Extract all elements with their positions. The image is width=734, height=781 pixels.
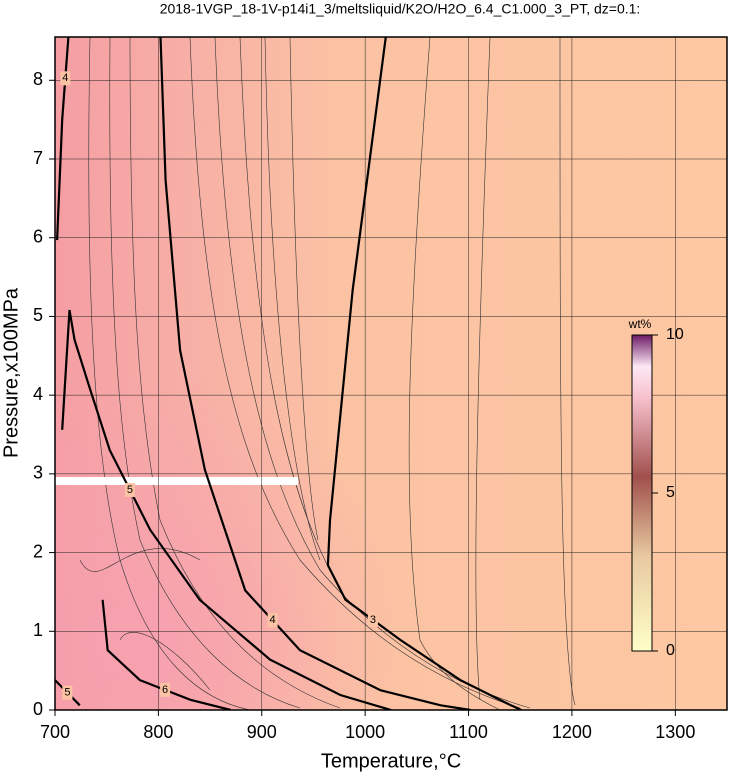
contour-label-bg — [267, 613, 278, 628]
x-tick-label: 900 — [247, 722, 277, 742]
y-tick-label: 1 — [33, 620, 43, 640]
chart-title: 2018-1VGP_18-1V-p14i1_3/meltsliquid/K2O/… — [160, 1, 641, 17]
plot-frame — [54, 36, 728, 711]
colorbar-label: wt% — [628, 317, 652, 331]
x-tick-label: 1200 — [552, 722, 592, 742]
y-axis-label: Pressure,x100MPa — [0, 287, 22, 458]
field-shade — [55, 37, 727, 710]
colorbar — [631, 334, 653, 652]
data-gap — [55, 477, 298, 485]
contour-line — [101, 599, 232, 710]
contour-line — [326, 37, 522, 710]
contour-label: 6 — [162, 684, 168, 696]
contour-label: 4 — [62, 72, 68, 84]
contour-line — [56, 37, 70, 241]
colorbar-tick-label: 5 — [666, 484, 675, 501]
contour-label-bg — [367, 612, 378, 627]
contour-label-bg — [62, 685, 73, 700]
x-tick-label: 1100 — [449, 722, 488, 742]
colorbar-tick-label: 0 — [666, 642, 675, 659]
contour-label: 3 — [370, 614, 376, 626]
y-tick-label: 5 — [33, 305, 43, 325]
contour-line — [159, 37, 471, 710]
x-axis-label: Temperature,°C — [321, 750, 461, 772]
x-tick-label: 700 — [40, 722, 70, 742]
y-tick-label: 6 — [33, 226, 43, 246]
y-tick-label: 7 — [33, 148, 43, 168]
minor-contours — [79, 37, 576, 710]
y-tick-label: 2 — [33, 541, 43, 561]
x-tick-label: 800 — [143, 722, 173, 742]
contour-label-bg — [160, 682, 171, 697]
y-tick-label: 3 — [33, 463, 43, 483]
contour-label: 5 — [64, 687, 70, 699]
y-tick-label: 0 — [33, 699, 43, 719]
contour-label: 5 — [127, 484, 133, 496]
contour-label-bg — [124, 482, 135, 497]
y-tick-label: 4 — [33, 384, 43, 404]
colorbar-tick-label: 10 — [666, 326, 684, 343]
y-tick-label: 8 — [33, 69, 43, 89]
contour-label-bg — [60, 71, 71, 86]
x-tick-label: 1000 — [345, 722, 385, 742]
contour-label: 4 — [270, 614, 276, 626]
x-tick-label: 1300 — [655, 722, 695, 742]
